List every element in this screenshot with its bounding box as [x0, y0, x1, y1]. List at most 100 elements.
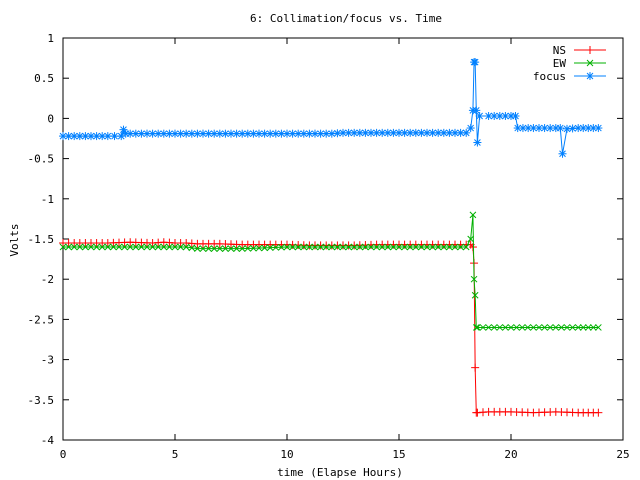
- y-tick-label: 0.5: [34, 72, 54, 85]
- point-ew: [434, 243, 442, 251]
- point-ns: [594, 408, 603, 417]
- point-ew: [177, 243, 184, 251]
- point-focus: [159, 129, 168, 138]
- point-focus: [472, 106, 481, 115]
- point-ew: [471, 291, 479, 299]
- point-ew: [451, 243, 459, 251]
- point-ew: [70, 243, 78, 251]
- point-focus: [535, 124, 543, 133]
- point-focus: [70, 132, 79, 141]
- point-ew: [334, 243, 341, 251]
- point-ew: [110, 243, 117, 251]
- point-ew: [205, 245, 212, 253]
- point-focus: [288, 129, 297, 138]
- point-ew: [367, 243, 375, 251]
- point-focus: [238, 129, 247, 138]
- point-ew: [395, 243, 403, 251]
- point-ew: [328, 243, 336, 251]
- point-ew: [160, 243, 168, 251]
- series-ew: [59, 211, 602, 331]
- point-focus: [473, 138, 482, 147]
- point-ew: [300, 243, 308, 251]
- point-ew: [250, 244, 257, 252]
- point-ew: [518, 324, 526, 331]
- y-axis-label: Volts: [8, 223, 21, 256]
- point-focus: [110, 132, 119, 141]
- point-ew: [154, 243, 162, 251]
- point-ew: [311, 243, 319, 251]
- point-ew: [584, 324, 592, 331]
- y-tick-label: -3: [41, 354, 54, 367]
- point-ew: [233, 245, 240, 253]
- point-ew: [472, 324, 480, 331]
- y-tick-label: -1.5: [28, 233, 55, 246]
- point-ew: [490, 324, 498, 331]
- point-ew: [469, 211, 477, 219]
- point-ew: [227, 245, 235, 253]
- x-tick-label: 5: [172, 448, 179, 461]
- point-focus: [406, 128, 415, 137]
- point-ew: [166, 243, 173, 251]
- legend-label: EW: [553, 57, 567, 70]
- point-focus: [594, 124, 603, 133]
- point-ew: [474, 324, 481, 331]
- series-layer: [59, 58, 603, 417]
- point-ew: [513, 324, 520, 331]
- point-ew: [507, 324, 515, 331]
- point-ew: [306, 243, 313, 251]
- point-ew: [401, 243, 408, 251]
- point-ew: [272, 244, 280, 251]
- point-ew: [255, 244, 263, 252]
- point-ew: [446, 243, 453, 251]
- point-ew: [188, 244, 196, 252]
- point-ew: [98, 243, 106, 251]
- point-ew: [289, 243, 296, 251]
- point-ew: [373, 243, 380, 251]
- point-ew: [541, 324, 548, 331]
- y-tick-label: -4: [41, 434, 55, 447]
- point-focus: [154, 129, 163, 138]
- point-ew: [238, 245, 246, 253]
- point-ew: [59, 243, 67, 251]
- point-ew: [143, 243, 151, 251]
- point-ew: [182, 243, 190, 251]
- point-focus: [546, 124, 555, 133]
- point-ew: [406, 243, 414, 251]
- point-ew: [138, 243, 145, 251]
- point-ew: [339, 243, 347, 251]
- y-tick-label: -1: [41, 193, 54, 206]
- y-tick-label: 1: [47, 32, 54, 45]
- point-ew: [418, 243, 425, 251]
- point-ew: [149, 243, 156, 251]
- point-ew: [121, 243, 128, 251]
- point-ew: [595, 324, 602, 331]
- point-ew: [356, 243, 364, 251]
- point-focus: [558, 149, 567, 158]
- y-axis: 1 0.5 0 -0.5 -1 -1.5 -2 -2.5 -3 -3.5 -4: [28, 32, 623, 447]
- point-ew: [82, 243, 89, 251]
- point-ew: [440, 243, 448, 251]
- y-tick-label: -0.5: [28, 153, 55, 166]
- point-ew: [216, 245, 224, 253]
- point-focus: [475, 111, 484, 120]
- point-ns: [471, 363, 480, 372]
- point-ew: [467, 235, 475, 243]
- point-focus: [249, 129, 258, 138]
- point-focus: [322, 129, 331, 138]
- legend-item-ew: EW: [553, 57, 606, 70]
- point-ew: [345, 243, 352, 251]
- point-ew: [390, 243, 397, 251]
- y-tick-label: 0: [47, 112, 54, 125]
- x-tick-label: 20: [504, 448, 517, 461]
- y-tick-label: -2.5: [28, 313, 55, 326]
- point-ew: [87, 243, 95, 251]
- point-ew: [423, 243, 431, 251]
- point-ew: [244, 245, 252, 252]
- point-ew: [579, 324, 587, 331]
- point-focus: [456, 128, 465, 137]
- point-ew: [362, 243, 369, 251]
- plot-area: 0 5 10 15 20 25 1 0.5 0 -0.5 -1 -1.5 -2 -2.5 -3 -3.5 -4: [28, 32, 630, 461]
- point-ew: [530, 324, 537, 331]
- legend-label: NS: [553, 44, 566, 57]
